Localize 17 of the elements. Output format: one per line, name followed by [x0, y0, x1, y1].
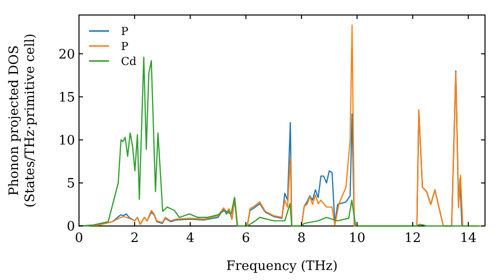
y-tick-label: 5 [66, 176, 75, 192]
x-tick-label: 12 [404, 231, 421, 246]
x-tick-label: 14 [460, 231, 477, 246]
y-axis-title: Phonon projected DOS (States/THz·primitive cell) [7, 33, 38, 208]
legend-label: P [121, 40, 129, 53]
x-tick-label: 8 [297, 231, 306, 246]
x-tick-label: 4 [186, 231, 194, 246]
x-axis-title: Frequency (THz) [226, 259, 338, 274]
legend-label: Cd [121, 54, 136, 68]
y-tick-label: 20 [58, 47, 75, 62]
x-tick-label: 2 [130, 231, 139, 246]
x-tick-label: 10 [348, 231, 366, 246]
y-tick-label: 0 [66, 220, 75, 235]
y-tick-label: 15 [58, 90, 75, 106]
x-tick-label: 6 [242, 231, 250, 246]
y-tick-label: 10 [58, 133, 75, 148]
legend-label: P [121, 24, 129, 38]
